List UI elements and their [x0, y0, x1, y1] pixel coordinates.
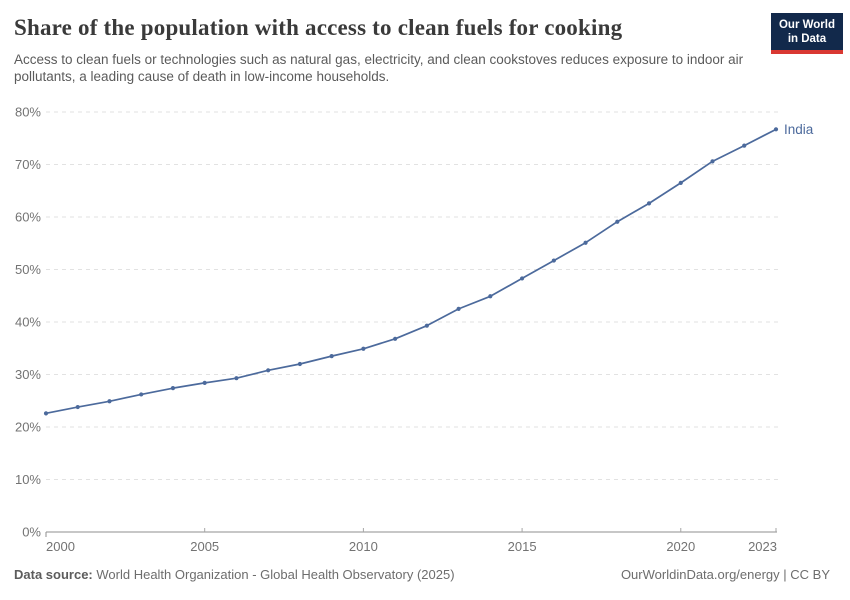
data-point — [266, 368, 271, 373]
series-end-label: India — [784, 122, 814, 137]
owid-logo-line1: Our World — [778, 19, 835, 31]
data-point — [234, 376, 239, 381]
owid-logo-line2: in Data — [787, 32, 827, 45]
chart-subtitle: Access to clean fuels or technologies su… — [14, 52, 744, 84]
data-point — [75, 404, 80, 410]
y-tick-label: 10% — [15, 472, 41, 487]
page-title: Share of the population with access to c… — [14, 15, 623, 40]
data-point — [202, 380, 207, 385]
footer-attribution-link[interactable]: OurWorldinData.org/energy | CC BY — [620, 567, 830, 582]
x-tick-label: 2000 — [46, 539, 75, 554]
owid-logo[interactable]: Our World in Data — [770, 13, 843, 54]
x-tick-label: 2010 — [349, 539, 378, 554]
data-point — [583, 240, 588, 245]
data-source-text: World Health Organization - Global Healt… — [96, 567, 455, 582]
data-point — [710, 159, 715, 164]
data-point — [139, 392, 144, 397]
data-point — [170, 386, 176, 391]
x-tick-label: 2020 — [666, 539, 695, 554]
x-tick-label: 2015 — [508, 539, 537, 554]
data-point — [742, 143, 747, 148]
data-source: Data source: World Health Organization -… — [14, 567, 455, 582]
y-tick-label: 80% — [15, 105, 41, 120]
y-tick-label: 70% — [15, 157, 41, 172]
data-point — [43, 411, 49, 416]
y-tick-label: 60% — [15, 210, 41, 225]
y-tick-label: 20% — [15, 420, 41, 435]
data-point — [488, 294, 493, 299]
data-point — [773, 127, 779, 132]
data-point — [551, 258, 556, 263]
data-point — [519, 276, 525, 281]
y-tick-label: 30% — [15, 367, 41, 382]
data-point — [393, 336, 398, 341]
x-tick-label: 2023 — [748, 539, 777, 554]
data-point — [615, 219, 620, 224]
series-line-india — [45, 128, 777, 415]
data-point — [361, 346, 366, 351]
y-tick-label: 0% — [22, 525, 41, 540]
x-tick-label: 2005 — [190, 539, 219, 554]
data-point — [329, 354, 334, 359]
data-point — [678, 180, 683, 185]
data-source-label: Data source: — [14, 567, 93, 582]
data-point — [297, 361, 303, 367]
y-tick-label: 40% — [15, 315, 41, 330]
data-point — [424, 323, 429, 328]
data-point — [646, 201, 652, 206]
y-tick-label: 50% — [15, 262, 41, 277]
data-point — [107, 399, 112, 404]
data-point — [456, 306, 461, 311]
